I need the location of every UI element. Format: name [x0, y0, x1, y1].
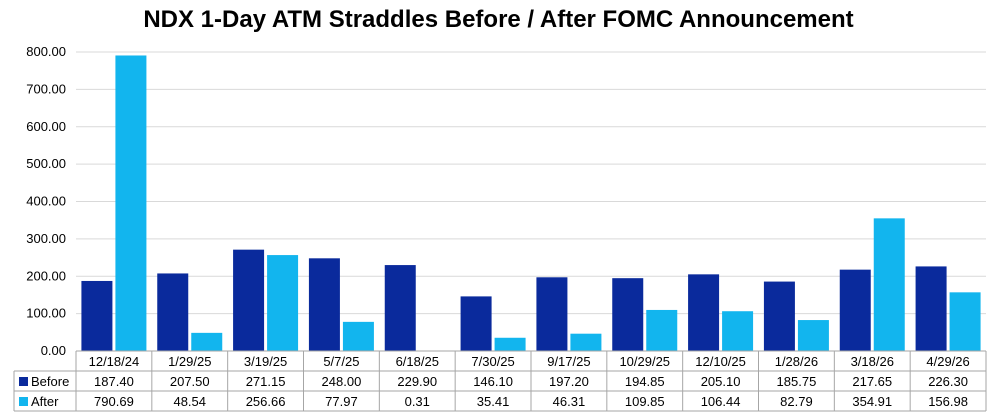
bar-after — [494, 337, 526, 351]
bar-after — [797, 320, 829, 351]
x-tick-label: 10/29/25 — [619, 354, 670, 369]
legend-key-after — [19, 397, 28, 406]
data-label: 77.97 — [325, 394, 358, 409]
data-label: 207.50 — [170, 374, 210, 389]
legend-label: After — [31, 394, 59, 409]
x-tick-label: 6/18/25 — [396, 354, 439, 369]
bar-after — [646, 309, 678, 351]
data-label: 197.20 — [549, 374, 589, 389]
data-label: 185.75 — [777, 374, 817, 389]
data-label: 0.31 — [405, 394, 430, 409]
x-tick-label: 9/17/25 — [547, 354, 590, 369]
data-label: 226.30 — [928, 374, 968, 389]
bar-after — [873, 218, 905, 351]
data-label: 187.40 — [94, 374, 134, 389]
bar-before — [915, 266, 947, 351]
bar-before — [233, 249, 265, 351]
data-label: 205.10 — [701, 374, 741, 389]
y-tick-label: 100.00 — [26, 306, 66, 321]
data-label: 217.65 — [852, 374, 892, 389]
bar-after — [191, 332, 223, 351]
bar-before — [81, 280, 113, 351]
data-label: 248.00 — [322, 374, 362, 389]
data-label: 46.31 — [553, 394, 586, 409]
x-tick-label: 1/29/25 — [168, 354, 211, 369]
legend-label: Before — [31, 374, 69, 389]
y-tick-label: 500.00 — [26, 156, 66, 171]
data-label: 146.10 — [473, 374, 513, 389]
chart-title: NDX 1-Day ATM Straddles Before / After F… — [143, 6, 854, 33]
bar-after — [570, 333, 602, 351]
y-tick-label: 300.00 — [26, 231, 66, 246]
legend-key-before — [19, 377, 28, 386]
x-tick-label: 7/30/25 — [471, 354, 514, 369]
y-tick-label: 200.00 — [26, 268, 66, 283]
x-tick-label: 5/7/25 — [323, 354, 359, 369]
data-label: 354.91 — [852, 394, 892, 409]
x-tick-label: 1/28/26 — [775, 354, 818, 369]
y-tick-label: 0.00 — [41, 343, 66, 358]
data-label: 48.54 — [173, 394, 206, 409]
bar-before — [157, 273, 189, 351]
bar-before — [308, 258, 340, 351]
data-label: 790.69 — [94, 394, 134, 409]
bar-before — [688, 274, 720, 351]
bar-before — [612, 278, 644, 351]
bar-after — [949, 292, 981, 351]
x-tick-label: 12/18/24 — [89, 354, 140, 369]
y-tick-label: 400.00 — [26, 194, 66, 209]
bar-after — [722, 311, 754, 351]
data-label: 82.79 — [780, 394, 813, 409]
bar-after — [342, 321, 374, 351]
x-tick-label: 3/18/26 — [851, 354, 894, 369]
bar-before — [839, 269, 871, 351]
y-tick-label: 700.00 — [26, 81, 66, 96]
data-label: 256.66 — [246, 394, 286, 409]
x-tick-label: 12/10/25 — [695, 354, 746, 369]
bar-before — [763, 281, 795, 351]
bar-after — [115, 55, 147, 351]
x-tick-label: 3/19/25 — [244, 354, 287, 369]
bar-before — [384, 265, 416, 351]
y-tick-label: 600.00 — [26, 119, 66, 134]
y-tick-label: 800.00 — [26, 44, 66, 59]
data-label: 194.85 — [625, 374, 665, 389]
x-tick-label: 4/29/26 — [926, 354, 969, 369]
data-label: 271.15 — [246, 374, 286, 389]
data-label: 106.44 — [701, 394, 741, 409]
bar-after — [267, 255, 299, 351]
bar-before — [536, 277, 568, 351]
bar-before — [460, 296, 492, 351]
data-label: 156.98 — [928, 394, 968, 409]
data-label: 35.41 — [477, 394, 510, 409]
data-label: 229.90 — [397, 374, 437, 389]
data-label: 109.85 — [625, 394, 665, 409]
